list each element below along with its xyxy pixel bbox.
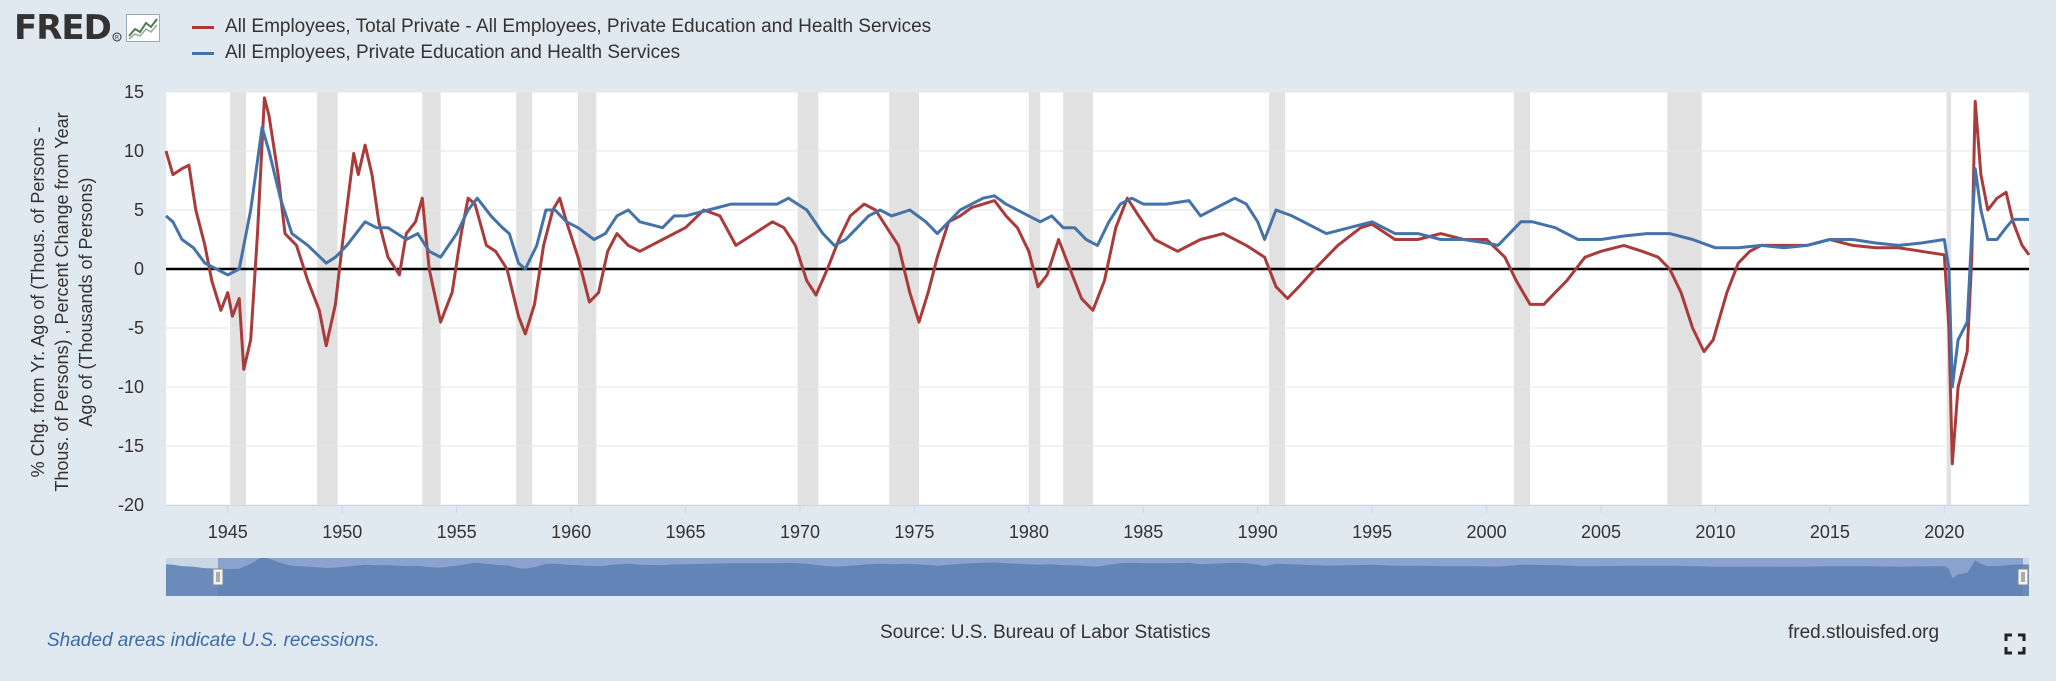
recession-band (1063, 92, 1093, 505)
legend-swatch-blue (192, 51, 214, 55)
recession-note: Shaded areas indicate U.S. recessions. (47, 630, 380, 651)
source-text: Source: U.S. Bureau of Labor Statistics (880, 622, 1211, 643)
x-tick-label: 1955 (437, 522, 477, 542)
recession-band (516, 92, 533, 505)
recession-band (797, 92, 819, 505)
y-tick-label: -10 (118, 377, 144, 397)
y-tick-label: 10 (124, 141, 144, 161)
x-tick-label: 1990 (1238, 522, 1278, 542)
x-tick-label: 2015 (1810, 522, 1850, 542)
navigator-right-handle[interactable] (2017, 568, 2029, 586)
x-tick-label: 1945 (208, 522, 248, 542)
site-link[interactable]: fred.stlouisfed.org (1788, 622, 1940, 643)
x-tick-label: 2005 (1581, 522, 1621, 542)
recession-band (317, 92, 338, 505)
fullscreen-icon[interactable] (2004, 633, 2026, 655)
x-tick-label: 1960 (551, 522, 591, 542)
chart-legend: All Employees, Total Private - All Emplo… (192, 14, 931, 66)
navigator-series-area (166, 558, 2029, 596)
series-layer (164, 96, 2031, 466)
y-tick-label: 0 (134, 259, 144, 279)
legend-label: All Employees, Private Education and Hea… (225, 42, 681, 63)
x-tick-label: 1965 (666, 522, 706, 542)
y-tick-label: -5 (128, 318, 144, 338)
x-tick-label: 1970 (780, 522, 820, 542)
recession-band (1514, 92, 1531, 505)
line-graph-icon (125, 14, 160, 42)
recession-band (1028, 92, 1041, 505)
series-line-education-health[interactable] (165, 125, 2029, 389)
y-tick-label: 15 (124, 82, 144, 102)
x-tick-labels: 1945 1950 1955 1960 1965 1970 1975 1980 1985 1990… (166, 505, 2029, 542)
registered-trademark-icon: R (112, 32, 122, 42)
x-tick-label: 1995 (1352, 522, 1392, 542)
y-tick-label: -15 (118, 436, 144, 456)
legend-label: All Employees, Total Private - All Emplo… (225, 16, 932, 37)
series-line-total-private-minus-education[interactable] (164, 96, 2031, 466)
x-tick-label: 2000 (1467, 522, 1507, 542)
y-tick-label: 5 (134, 200, 144, 220)
fred-logo[interactable]: FRED R (14, 8, 160, 48)
navigator-left-handle[interactable] (212, 568, 224, 586)
x-tick-label: 1980 (1009, 522, 1049, 542)
legend-item-total-private-minus-education[interactable]: All Employees, Total Private - All Emplo… (192, 14, 931, 40)
recession-band (422, 92, 441, 505)
fred-logo-text: FRED (14, 8, 112, 48)
x-tick-label: 2010 (1695, 522, 1735, 542)
y-tick-labels: -20 -15 -10 -5 0 5 10 15 (118, 82, 144, 515)
recession-band (889, 92, 919, 505)
y-tick-label: -20 (118, 495, 144, 515)
x-tick-label: 1975 (894, 522, 934, 542)
x-tick-label: 2020 (1924, 522, 1964, 542)
legend-swatch-red (192, 25, 214, 29)
svg-text:R: R (115, 34, 119, 41)
range-navigator[interactable] (166, 558, 2029, 596)
x-tick-label: 1985 (1123, 522, 1163, 542)
x-tick-label: 1950 (322, 522, 362, 542)
recession-band (1269, 92, 1286, 505)
legend-item-education-health[interactable]: All Employees, Private Education and Hea… (192, 40, 931, 66)
